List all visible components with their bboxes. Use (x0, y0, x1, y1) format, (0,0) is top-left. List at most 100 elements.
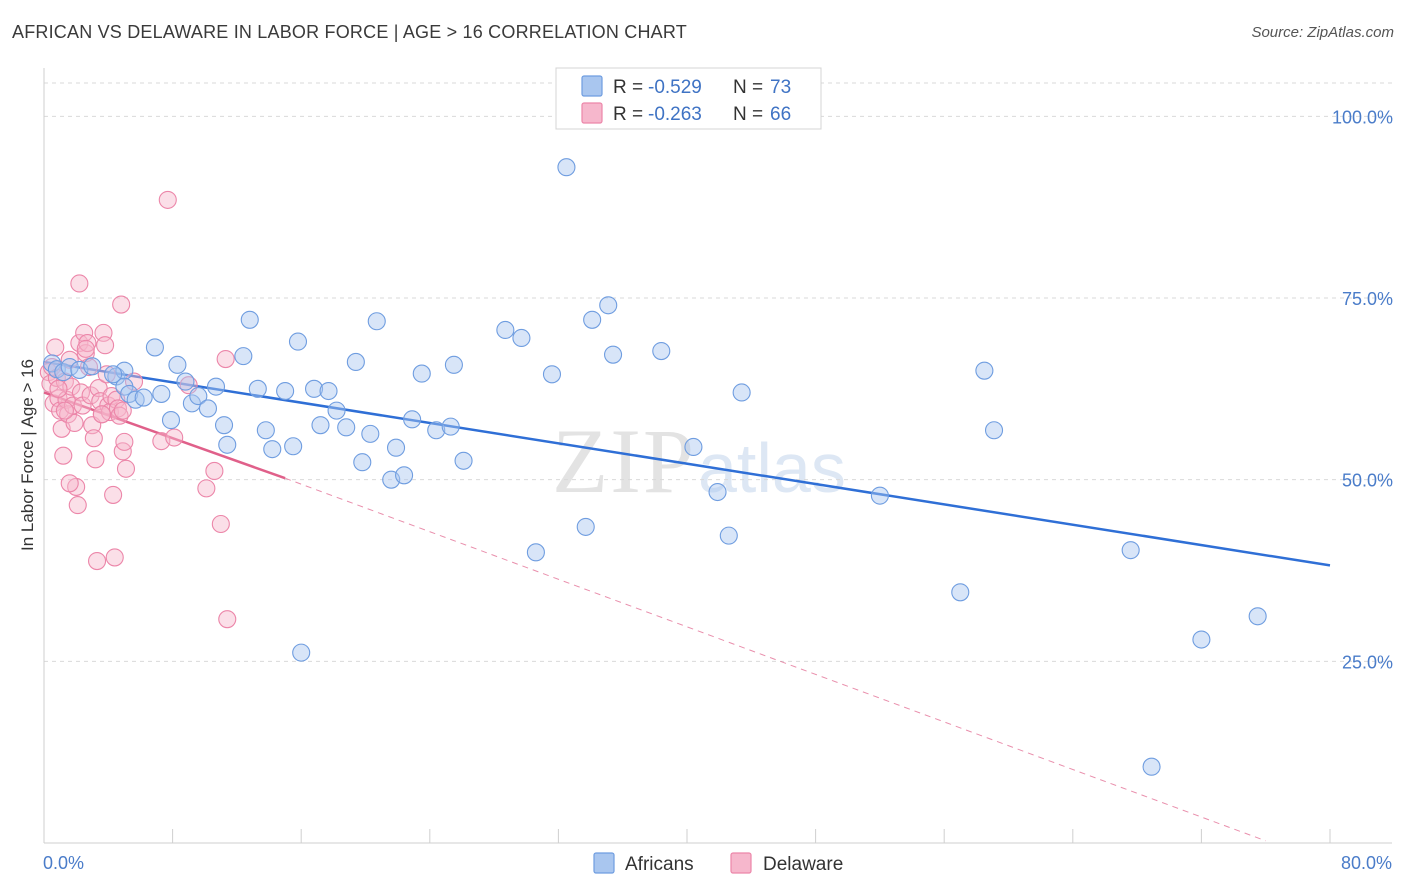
africans-point (198, 399, 218, 418)
africans-point (583, 310, 602, 329)
africans-point (161, 411, 181, 430)
delaware-point (87, 552, 107, 571)
bottom-legend-swatch-delaware (730, 852, 752, 874)
africans-point (576, 517, 595, 536)
africans-point (975, 361, 994, 380)
delaware-point (216, 349, 235, 369)
africans-point (444, 355, 463, 374)
delaware-point (75, 323, 94, 342)
y-tick-label: 75.0% (1342, 289, 1393, 309)
africans-trend-line (43, 360, 1331, 567)
africans-point (263, 440, 282, 459)
delaware-point (60, 474, 79, 493)
delaware-point (46, 338, 65, 357)
delaware-point (158, 190, 177, 209)
legend-n-label-delaware: N = (733, 104, 763, 125)
watermark-atlas: atlas (698, 429, 846, 507)
africans-point (652, 341, 671, 361)
delaware-point (108, 399, 127, 418)
delaware-point (89, 379, 108, 398)
africans-point (218, 435, 237, 454)
africans-point (412, 364, 431, 383)
bottom-legend-swatch-africans (593, 852, 615, 874)
africans-point (732, 383, 751, 402)
africans-point (367, 312, 386, 331)
delaware-trend-extension (284, 477, 1266, 842)
africans-point (353, 453, 372, 472)
legend-swatch-africans (581, 75, 603, 97)
gridlines (44, 82, 1392, 662)
series-legend: Africans Delaware (593, 852, 843, 875)
africans-point (182, 394, 201, 413)
bottom-legend-label-africans: Africans (625, 854, 694, 875)
y-axis-title: In Labor Force | Age > 16 (18, 359, 37, 551)
chart-title: AFRICAN VS DELAWARE IN LABOR FORCE | AGE… (12, 22, 687, 42)
africans-point (361, 424, 380, 443)
africans-point (403, 410, 422, 429)
axes (43, 68, 1392, 844)
africans-point (951, 583, 970, 602)
africans-point (240, 310, 259, 329)
delaware-point (115, 432, 134, 451)
legend-r-value-delaware: -0.263 (648, 104, 702, 125)
africans-point (234, 347, 253, 366)
africans-point (292, 643, 311, 662)
x-tick-label-min: 0.0% (43, 853, 84, 873)
x-tick-label-max: 80.0% (1341, 853, 1392, 873)
africans-point (206, 377, 226, 396)
delaware-point (49, 379, 68, 398)
correlation-legend: R = -0.529 N = 73 R = -0.263 N = 66 (555, 67, 822, 130)
delaware-point (84, 429, 103, 448)
source-label: Source: ZipAtlas.com (1251, 24, 1394, 41)
delaware-trend-line (43, 391, 286, 480)
delaware-point (55, 401, 74, 420)
delaware-point (96, 336, 115, 355)
africans-point (134, 388, 153, 407)
africans-point (719, 526, 738, 545)
africans-point (83, 357, 102, 376)
delaware-point (65, 413, 84, 433)
y-tick-label: 50.0% (1342, 471, 1393, 491)
africans-point (427, 421, 446, 440)
delaware-point (112, 295, 131, 314)
africans-point (248, 379, 267, 398)
delaware-point (76, 339, 95, 358)
delaware-point (165, 428, 184, 447)
bottom-legend-label-delaware: Delaware (763, 854, 843, 875)
x-ticks (43, 829, 1331, 843)
legend-n-value-delaware: 66 (770, 104, 791, 125)
africans-point (1248, 607, 1267, 626)
africans-point (327, 401, 346, 420)
delaware-point (105, 548, 124, 567)
africans-point (395, 466, 414, 485)
africans-point (441, 417, 460, 436)
africans-point (708, 482, 727, 502)
africans-point (526, 543, 545, 562)
delaware-point (54, 446, 73, 465)
africans-point (276, 381, 295, 401)
africans-point (346, 352, 365, 371)
y-tick-labels: 100.0% 75.0% 50.0% 25.0% (1332, 107, 1393, 672)
delaware-point (113, 401, 132, 420)
africans-point (305, 379, 324, 398)
africans-point (311, 416, 330, 435)
africans-point (145, 338, 164, 357)
africans-point (386, 438, 406, 457)
africans-point (168, 355, 187, 374)
legend-r-label-africans: R = (613, 77, 643, 98)
y-tick-label: 25.0% (1342, 652, 1393, 672)
delaware-point (113, 442, 132, 461)
y-tick-label: 100.0% (1332, 107, 1393, 127)
legend-r-value-africans: -0.529 (648, 77, 702, 98)
africans-point (599, 296, 618, 315)
legend-n-value-africans: 73 (770, 77, 791, 98)
delaware-point (86, 450, 105, 469)
delaware-point (110, 406, 129, 425)
delaware-point (211, 514, 230, 534)
africans-point (454, 451, 473, 470)
delaware-point (197, 479, 216, 498)
legend-r-label-delaware: R = (613, 104, 643, 125)
africans-point (152, 384, 171, 403)
africans-point (512, 328, 531, 348)
africans-points (42, 158, 1267, 776)
